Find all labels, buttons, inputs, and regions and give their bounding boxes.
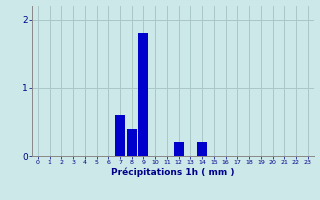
Bar (115, 115, 125, 156)
X-axis label: Précipitations 1h ( mm ): Précipitations 1h ( mm ) (111, 168, 235, 177)
Bar (197, 142, 207, 156)
Bar (139, 33, 148, 156)
Bar (127, 129, 137, 156)
Bar (174, 142, 184, 156)
